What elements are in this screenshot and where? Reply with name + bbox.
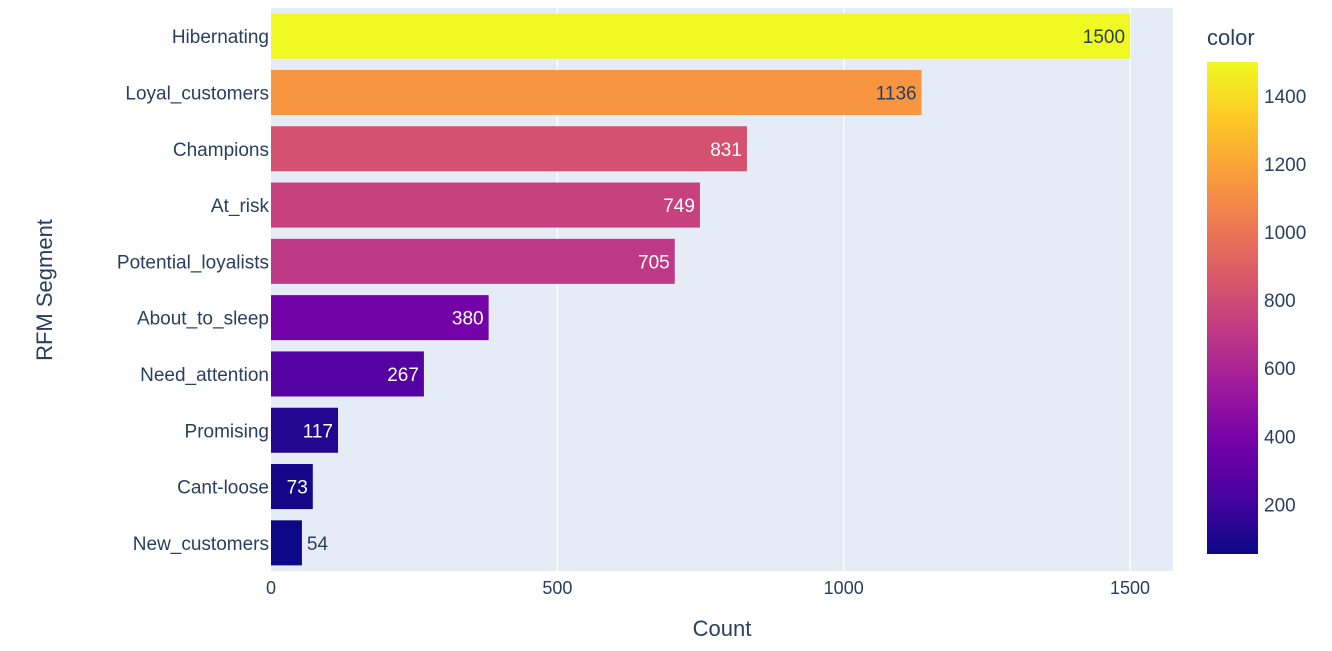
bar: [271, 69, 922, 115]
bar-value-label: 267: [387, 365, 419, 386]
colorbar-title: color: [1207, 25, 1255, 50]
bar: [271, 13, 1131, 59]
colorbar-tick-label: 200: [1264, 495, 1296, 516]
colorbar-tick-label: 400: [1264, 427, 1296, 448]
bar-value-label: 1136: [876, 83, 917, 104]
y-axis-title: RFM Segment: [32, 219, 57, 361]
bar: [271, 182, 700, 228]
bar-value-label: 380: [452, 309, 484, 330]
colorbar-gradient: [1207, 62, 1258, 554]
x-tick-label: 1500: [1110, 578, 1150, 598]
bar: [271, 351, 424, 397]
bar-value-label: 1500: [1083, 27, 1125, 48]
bar-value-label: 54: [307, 534, 329, 555]
colorbar-tick-label: 1000: [1264, 223, 1306, 244]
x-tick-labels: 0 500 1000 1500: [266, 578, 1150, 598]
x-tick-label: 500: [542, 578, 572, 598]
category-label: Hibernating: [172, 27, 269, 48]
bar: [271, 126, 747, 172]
bar: [271, 407, 339, 453]
bar-value-label: 73: [287, 478, 308, 499]
bar-value-label: 705: [638, 252, 670, 273]
bar-value-label: 831: [710, 140, 742, 161]
category-label: Loyal_customers: [125, 83, 269, 104]
colorbar: color: [1207, 25, 1258, 554]
category-labels: Hibernating Loyal_customers Champions At_ri…: [117, 27, 270, 555]
bar: [271, 238, 675, 284]
category-label: At_risk: [211, 196, 270, 217]
bar-value-label: 117: [303, 421, 333, 442]
colorbar-tick-label: 1200: [1264, 155, 1306, 176]
category-label: Potential_loyalists: [117, 252, 269, 273]
category-label: Promising: [185, 421, 269, 442]
colorbar-tick-label: 1400: [1264, 87, 1306, 108]
bars: [271, 13, 1131, 566]
category-label: About_to_sleep: [137, 309, 269, 330]
bar: [271, 520, 302, 566]
x-axis-title: Count: [693, 616, 752, 641]
bar: [271, 295, 489, 341]
category-label: Champions: [173, 140, 269, 161]
category-label: New_customers: [133, 534, 269, 555]
bar: [271, 464, 313, 510]
category-label: Cant-loose: [177, 478, 269, 499]
colorbar-tick-labels: 200 400 600 800 1000 1200 1400: [1264, 87, 1306, 516]
colorbar-tick-label: 600: [1264, 359, 1296, 380]
x-tick-label: 1000: [824, 578, 864, 598]
bar-value-labels: 1500 1136 831 749 705 380 267 117 73 54: [287, 27, 1125, 555]
bar-value-label: 749: [663, 196, 695, 217]
category-label: Need_attention: [140, 365, 269, 386]
x-tick-label: 0: [266, 578, 276, 598]
colorbar-tick-label: 800: [1264, 291, 1296, 312]
